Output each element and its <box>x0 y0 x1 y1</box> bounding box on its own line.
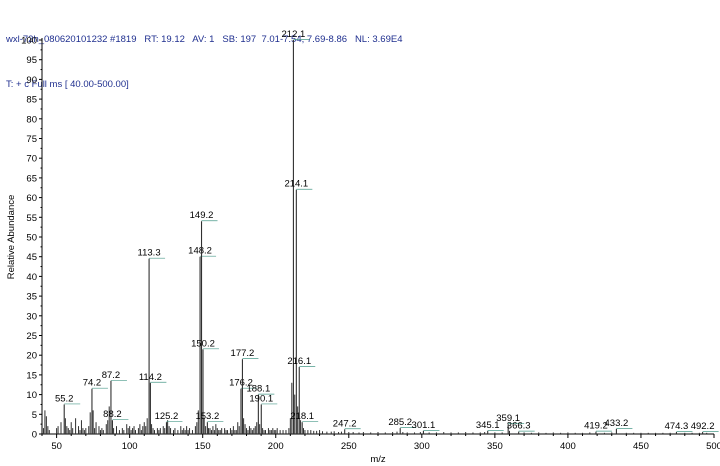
peak-label: 149.2 <box>190 210 214 221</box>
y-tick-label: 100 <box>21 36 37 47</box>
y-tick-label: 70 <box>26 154 37 165</box>
y-tick-label: 15 <box>26 370 37 381</box>
peak-label: 474.3 <box>665 421 689 432</box>
y-axis-label: Relative Abundance <box>6 195 17 280</box>
y-tick-label: 40 <box>26 272 37 283</box>
chart-axes: 0 5 10 15 20 25 30 35 40 45 50 55 60 65 70 75 80 85 90 95 10… <box>21 36 720 453</box>
peak-label: 177.2 <box>231 348 255 359</box>
y-tick-label: 45 <box>26 252 37 263</box>
x-tick-label: 150 <box>195 441 211 452</box>
peak-label: 216.1 <box>287 356 311 367</box>
peak-label: 55.2 <box>55 393 74 404</box>
x-tick-label: 350 <box>487 441 503 452</box>
scan-filter-line: T: + c Full ms [ 40.00-500.00] <box>6 79 129 90</box>
y-tick-label: 60 <box>26 193 37 204</box>
x-tick-label: 450 <box>633 441 649 452</box>
y-tick-label: 95 <box>26 55 37 66</box>
y-tick-label: 35 <box>26 292 37 303</box>
scan-header: wxl-72h_080620101232 #1819 RT: 19.12 AV:… <box>6 2 402 107</box>
y-tick-label: 20 <box>26 351 37 362</box>
peak-label: 419.2 <box>584 421 608 432</box>
peak-label: 285.2 <box>388 417 412 428</box>
y-tick-label: 5 <box>32 410 37 421</box>
peak-label: 148.2 <box>188 246 212 257</box>
minor-peaks <box>42 382 708 434</box>
peak-label: 212.1 <box>282 29 306 40</box>
x-tick-label: 500 <box>706 441 720 452</box>
x-tick-label: 50 <box>51 441 62 452</box>
peak-label: 345.1 <box>476 420 500 431</box>
peak-label: 176.2 <box>229 378 253 389</box>
peak-label: 492.2 <box>691 421 715 432</box>
peak-label: 150.2 <box>191 338 215 349</box>
peak-label: 125.2 <box>155 411 179 422</box>
peak-label: 113.3 <box>138 248 161 259</box>
peak-label: 153.2 <box>195 411 219 422</box>
y-tick-label: 50 <box>26 233 37 244</box>
labeled-peaks: 55.2 74.287.2 88.2 113.3 114.2 125.2 148.2 149.… <box>55 29 719 434</box>
peak-label: 214.1 <box>284 179 308 190</box>
peak-label: 359.1 <box>496 413 520 424</box>
peak-label: 247.2 <box>333 418 357 429</box>
peak-label: 433.2 <box>605 418 629 429</box>
y-tick-label: 65 <box>26 173 37 184</box>
peak-label: 218.1 <box>290 411 314 422</box>
peak-label: 190.1 <box>249 393 273 404</box>
x-tick-label: 100 <box>122 441 138 452</box>
y-tick-label: 90 <box>26 75 37 86</box>
y-tick-label: 30 <box>26 311 37 322</box>
x-tick-label: 200 <box>268 441 284 452</box>
x-tick-label: 400 <box>560 441 576 452</box>
y-tick-label: 0 <box>32 430 37 441</box>
peak-label: 188.1 <box>246 384 270 395</box>
x-tick-label: 250 <box>341 441 357 452</box>
x-axis-label: m/z <box>370 454 386 465</box>
peak-label: 366.3 <box>507 421 531 432</box>
peak-label: 114.2 <box>139 372 162 383</box>
y-tick-label: 85 <box>26 95 37 106</box>
y-tick-label: 80 <box>26 114 37 125</box>
y-tick-label: 10 <box>26 390 37 401</box>
peak-label: 88.2 <box>103 409 122 420</box>
y-tick-label: 55 <box>26 213 37 224</box>
peak-label: 301.1 <box>412 420 436 431</box>
x-tick-label: 300 <box>414 441 430 452</box>
y-tick-label: 75 <box>26 134 37 145</box>
scan-info-line: wxl-72h_080620101232 #1819 RT: 19.12 AV:… <box>6 34 403 45</box>
peak-label: 87.2 <box>102 370 121 381</box>
y-tick-label: 25 <box>26 331 37 342</box>
peak-label: 74.2 <box>83 378 102 389</box>
